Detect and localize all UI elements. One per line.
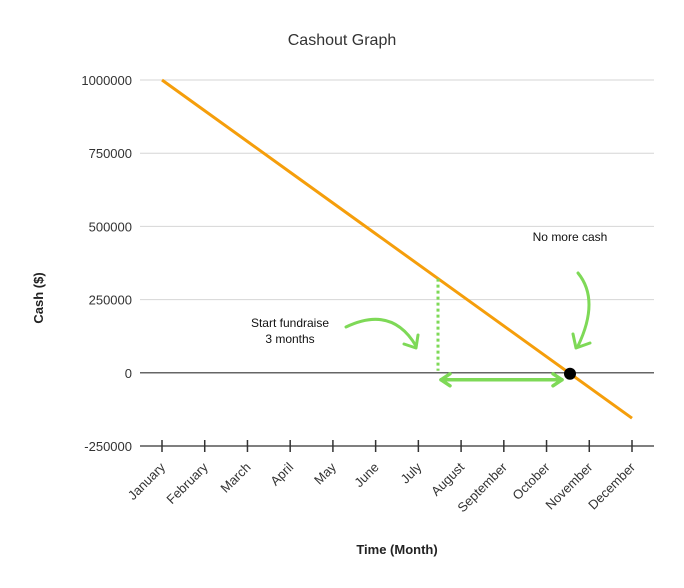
x-tick-label: January: [125, 459, 169, 503]
y-axis-label: Cash ($): [31, 272, 46, 323]
cash-out-point: [564, 367, 576, 380]
y-tick-label: 0: [125, 366, 132, 381]
x-tick-marks: [140, 440, 654, 452]
x-tick-label: December: [585, 459, 638, 512]
cash-out-curved-arrowhead: [571, 332, 592, 350]
start-fundraise-label: Start fundraise: [251, 316, 329, 330]
series-layer: [161, 78, 633, 420]
fundraise-duration-label: 3 months: [265, 332, 314, 346]
y-tick-label: 750000: [89, 146, 132, 161]
grid-lines: [140, 79, 654, 447]
y-tick-label: 1000000: [81, 73, 132, 88]
x-tick-label: May: [311, 459, 339, 487]
x-tick-label: June: [351, 460, 382, 491]
fundraise-curved-arrowhead: [402, 333, 420, 350]
arrowhead-left: [439, 372, 452, 388]
x-tick-label: February: [163, 459, 211, 507]
cash-out-curved-arrow: [576, 271, 591, 348]
y-tick-label: 250000: [89, 293, 132, 308]
fundraise-curved-arrow: [344, 317, 418, 348]
x-tick-label: April: [267, 459, 296, 488]
x-tick-label: July: [398, 459, 425, 486]
x-axis-label: Time (Month): [356, 542, 437, 557]
cash-line: [161, 78, 633, 420]
y-tick-label: -250000: [84, 439, 132, 454]
x-tick-label: August: [428, 459, 467, 498]
no-more-cash-label: No more cash: [533, 230, 608, 244]
arrowhead-right: [551, 372, 564, 388]
y-tick-label: 500000: [89, 219, 132, 234]
chart-title: Cashout Graph: [288, 32, 397, 49]
y-tick-labels: 1000000 750000 500000 250000 0 -250000: [81, 73, 132, 454]
annotation-layer: No more cash Start fundraise 3 months: [251, 230, 608, 388]
x-tick-label: October: [509, 459, 553, 503]
x-tick-label: March: [217, 460, 253, 496]
